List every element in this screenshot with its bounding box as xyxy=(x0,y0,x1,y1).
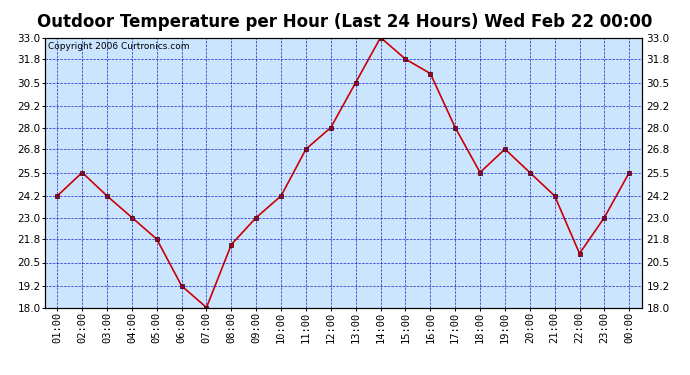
Text: Outdoor Temperature per Hour (Last 24 Hours) Wed Feb 22 00:00: Outdoor Temperature per Hour (Last 24 Ho… xyxy=(37,13,653,31)
Text: Copyright 2006 Curtronics.com: Copyright 2006 Curtronics.com xyxy=(48,42,189,51)
